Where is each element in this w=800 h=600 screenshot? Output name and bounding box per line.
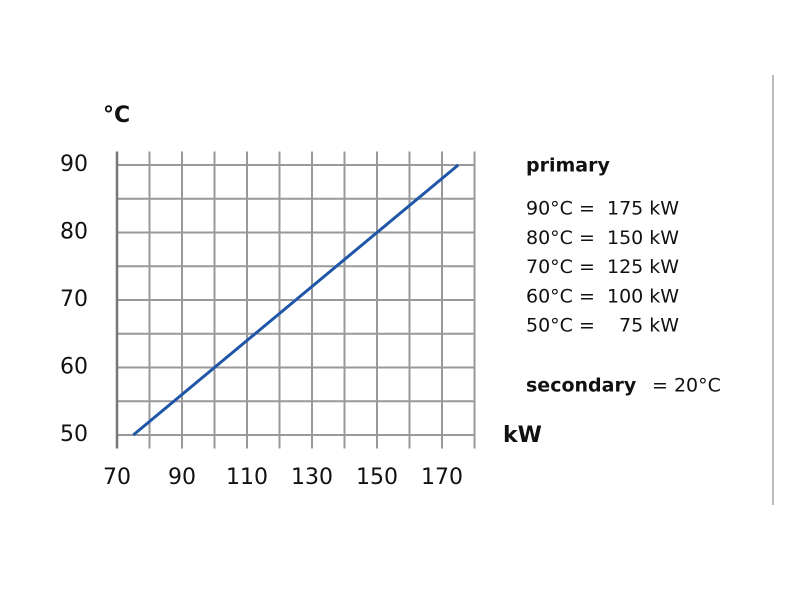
y-tick-label: 80 — [60, 220, 88, 245]
annotation: 70°C = 125 kW — [526, 256, 679, 278]
annotation: 50°C = 75 kW — [526, 315, 679, 337]
y-tick-label: 90 — [60, 152, 88, 177]
annotation: 90°C = 175 kW — [526, 198, 679, 220]
annotation: 80°C = 150 kW — [526, 227, 679, 249]
x-tick-label: 70 — [103, 465, 131, 490]
y-tick-label: 60 — [60, 355, 88, 380]
secondary-label: secondary — [526, 375, 637, 397]
data-line — [132, 163, 460, 437]
y-tick-label: 70 — [60, 287, 88, 312]
x-tick-label: 130 — [291, 465, 333, 490]
x-tick-label: 150 — [356, 465, 398, 490]
x-tick-label: 110 — [226, 465, 268, 490]
y-tick-label: 50 — [60, 422, 88, 447]
secondary-value: = 20°C — [652, 375, 721, 397]
x-tick-label: 90 — [168, 465, 196, 490]
annotation: 60°C = 100 kW — [526, 285, 679, 307]
y-axis-label: °C — [103, 103, 130, 128]
x-tick-label: 170 — [421, 465, 463, 490]
legend-title: primary — [526, 155, 610, 177]
x-axis-label: kW — [503, 423, 542, 448]
